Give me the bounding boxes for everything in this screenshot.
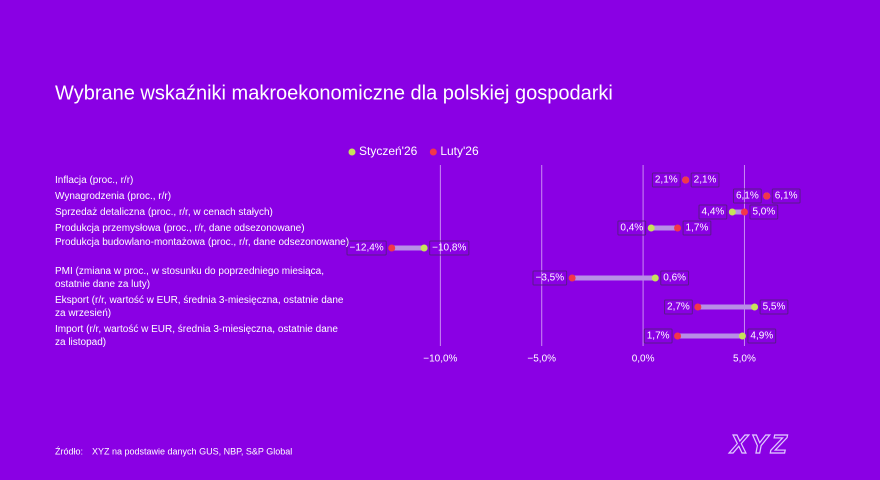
- value-label: −12,4%: [350, 243, 384, 254]
- value-label-box: [749, 204, 779, 220]
- legend-label: Luty'26: [440, 144, 479, 158]
- legend-marker: [429, 148, 437, 156]
- value-label: 2,1%: [655, 175, 678, 186]
- category-label: Eksport (r/r, wartość w EUR, średnia 3-m…: [55, 295, 344, 319]
- dot: [420, 244, 428, 252]
- dot: [674, 332, 682, 340]
- value-label-box: [771, 188, 801, 204]
- dot: [651, 274, 659, 282]
- dot: [568, 274, 576, 282]
- value-label: −10,8%: [432, 243, 466, 254]
- dot: [682, 176, 690, 184]
- x-tick-label: 5,0%: [733, 354, 756, 365]
- value-label: 2,1%: [694, 175, 717, 186]
- dot: [728, 208, 736, 216]
- value-label-box: [682, 220, 712, 236]
- legend-marker: [348, 148, 356, 156]
- source: XYZ na podstawie danych GUS, NBP, S&P Gl…: [92, 446, 292, 456]
- value-label-box: [532, 270, 568, 286]
- value-label-box: [660, 270, 690, 286]
- value-label: 2,7%: [667, 302, 690, 313]
- category-label: Sprzedaż detaliczna (proc., r/r, w cenac…: [55, 207, 273, 218]
- logo: XYZ: [728, 429, 790, 459]
- value-label: 0,4%: [620, 223, 643, 234]
- value-label-box: [664, 299, 693, 315]
- category-label: PMI (zmiana w proc., w stosunku do poprz…: [55, 266, 325, 290]
- x-tick-label: 0,0%: [632, 354, 655, 365]
- value-label-box: [346, 240, 387, 256]
- value-label-box: [617, 220, 647, 236]
- category-label: Produkcja budowlano-montażowa (proc., r/…: [55, 237, 350, 248]
- value-label: 4,9%: [750, 331, 773, 342]
- value-label: 6,1%: [775, 191, 798, 202]
- value-label-box: [759, 299, 789, 315]
- value-label: 0,6%: [663, 273, 686, 284]
- dot: [751, 303, 759, 311]
- category-label: Produkcja przemysłowa (proc., r/r, dane …: [55, 223, 305, 234]
- value-label-box: [651, 172, 681, 188]
- category-label: Wynagrodzenia (proc., r/r): [55, 191, 172, 202]
- dot: [694, 303, 702, 311]
- dot: [740, 208, 748, 216]
- dot: [647, 224, 655, 232]
- value-label-box: [747, 328, 777, 344]
- category-label: Import (r/r, wartość w EUR, średnia 3-mi…: [55, 324, 338, 348]
- x-tick-label: −5,0%: [527, 354, 556, 365]
- x-tick-label: −10,0%: [423, 354, 457, 365]
- value-label: 6,1%: [736, 191, 759, 202]
- value-label-box: [690, 172, 720, 188]
- dot: [763, 192, 771, 200]
- source-label: Źródło:: [55, 446, 83, 456]
- value-label: 5,5%: [763, 302, 786, 313]
- legend-label: Styczeń'26: [359, 144, 418, 158]
- value-label: −3,5%: [535, 273, 564, 284]
- value-label-box: [732, 188, 762, 204]
- dot: [674, 224, 682, 232]
- value-label: 1,7%: [686, 223, 709, 234]
- value-label: 1,7%: [647, 331, 670, 342]
- chart-title: Wybrane wskaźniki makroekonomiczne dla p…: [55, 82, 613, 104]
- value-label-box: [698, 204, 728, 220]
- value-label-box: [643, 328, 673, 344]
- category-label: Inflacja (proc., r/r): [55, 175, 134, 186]
- dot: [738, 332, 746, 340]
- value-label: 4,4%: [701, 207, 724, 218]
- value-label-box: [429, 240, 470, 256]
- dot: [388, 244, 396, 252]
- value-label: 5,0%: [752, 207, 775, 218]
